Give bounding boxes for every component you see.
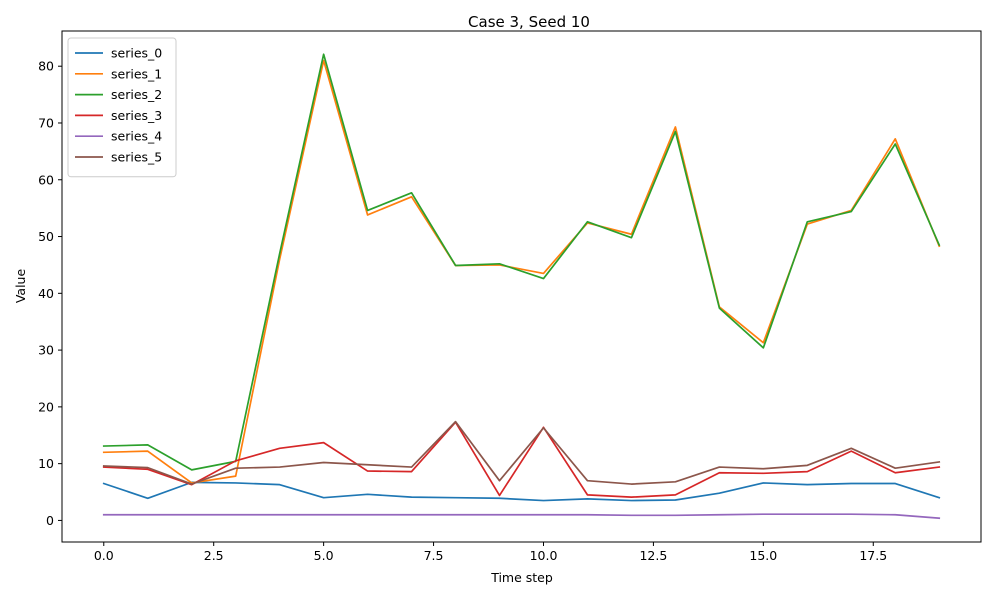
series-line-series_5 [102,420,941,485]
y-tick-label: 10 [38,456,54,471]
legend-item: series_0 [75,46,162,61]
x-axis: 0.0 2.5 5.0 7.5 10.0 12.5 15.0 17.5 [94,542,887,563]
x-tick-label: 12.5 [639,548,667,563]
y-tick-label: 30 [38,343,54,358]
legend-item: series_4 [75,129,162,144]
legend-item: series_3 [75,108,162,123]
y-tick-label: 0 [46,513,54,528]
plot-area [102,53,941,520]
x-tick-label: 7.5 [424,548,444,563]
y-tick-label: 70 [38,115,54,130]
legend-label: series_5 [111,150,162,165]
legend-label: series_4 [111,129,162,144]
legend-label: series_3 [111,108,162,123]
series-line-series_0 [102,481,941,502]
legend: series_0 series_1 series_2 series_3 series_4… [67,37,177,178]
y-tick-label: 50 [38,229,54,244]
x-tick-label: 10.0 [530,548,558,563]
plot-frame [61,30,982,543]
legend-item: series_1 [75,66,162,81]
x-tick-label: 17.5 [859,548,887,563]
y-tick-label: 60 [38,172,54,187]
series-line-series_4 [102,513,941,520]
legend-box [67,37,177,178]
y-axis-label: Value [13,269,28,304]
legend-label: series_1 [111,66,162,81]
y-tick-label: 40 [38,286,54,301]
x-tick-label: 5.0 [314,548,334,563]
legend-label: series_0 [111,46,162,61]
y-tick-label: 80 [38,59,54,74]
legend-item: series_5 [75,150,162,165]
x-tick-label: 0.0 [94,548,114,563]
x-tick-label: 2.5 [204,548,224,563]
chart-title: Case 3, Seed 10 [468,13,590,31]
y-tick-label: 20 [38,399,54,414]
series-line-series_3 [102,421,941,498]
series-line-series_2 [102,53,941,471]
y-axis: 0 10 20 30 40 50 60 70 80 [38,59,62,528]
x-tick-label: 15.0 [749,548,777,563]
x-axis-label: Time step [490,570,553,585]
legend-label: series_2 [111,87,162,102]
legend-item: series_2 [75,87,162,102]
